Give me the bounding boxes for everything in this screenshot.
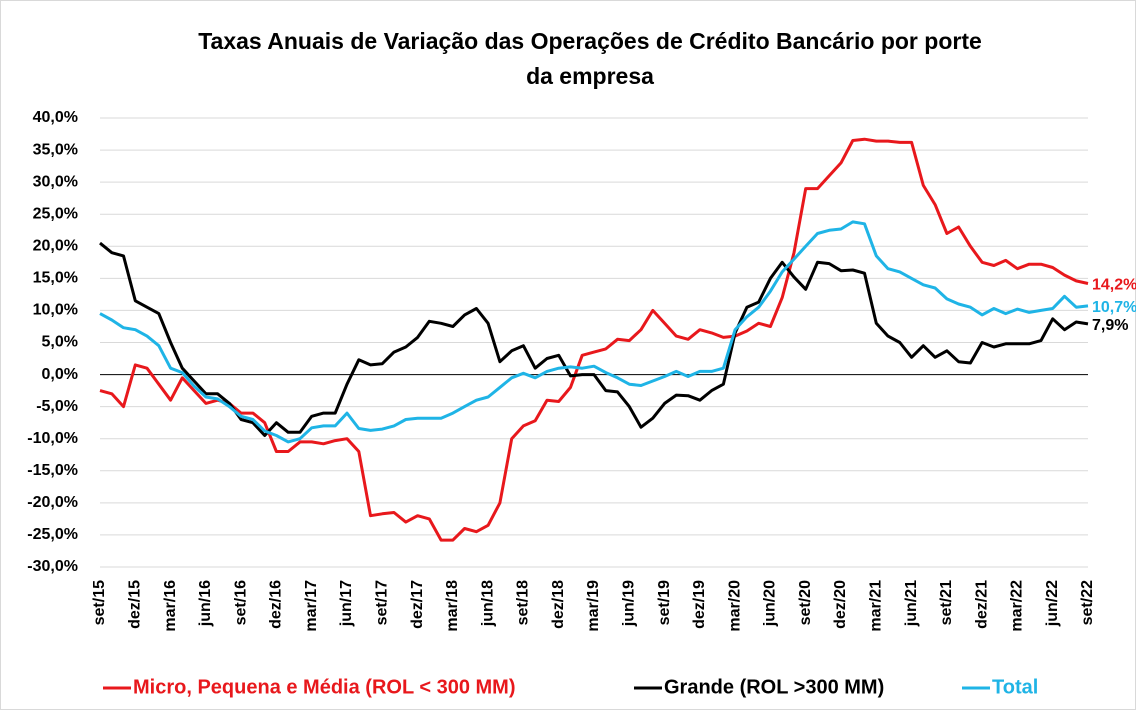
- x-tick-label: jun/20: [762, 580, 779, 627]
- x-tick-label: dez/16: [268, 580, 285, 629]
- y-tick-label: 35,0%: [33, 141, 78, 158]
- series-line: [99, 137, 1089, 542]
- series-line: [99, 220, 1089, 444]
- x-tick-label: mar/19: [585, 580, 602, 632]
- x-tick-label: mar/21: [868, 580, 885, 632]
- legend-label: Grande (ROL >300 MM): [664, 676, 884, 698]
- value-label: 10,7%: [1092, 299, 1136, 316]
- x-tick-label: dez/17: [409, 580, 426, 629]
- y-tick-label: 0,0%: [42, 366, 78, 383]
- legend-label: Total: [992, 676, 1038, 698]
- x-tick-label: mar/17: [303, 580, 320, 632]
- y-tick-label: -5,0%: [36, 398, 78, 415]
- x-tick-label: jun/18: [479, 580, 496, 627]
- x-tick-label: jun/17: [338, 580, 355, 627]
- y-tick-label: -25,0%: [27, 526, 78, 543]
- x-tick-label: mar/18: [444, 580, 461, 632]
- y-tick-label: 5,0%: [42, 334, 78, 351]
- y-tick-label: -10,0%: [27, 430, 78, 447]
- y-tick-label: -30,0%: [27, 558, 78, 575]
- y-tick-label: 25,0%: [33, 205, 78, 222]
- x-tick-label: dez/15: [127, 580, 144, 629]
- x-tick-label: set/15: [91, 580, 108, 625]
- y-tick-label: 10,0%: [33, 302, 78, 319]
- x-tick-label: dez/21: [973, 580, 990, 629]
- x-tick-label: jun/21: [903, 580, 920, 627]
- x-tick-label: mar/16: [162, 580, 179, 632]
- x-tick-label: jun/19: [621, 580, 638, 627]
- x-tick-label: set/16: [232, 580, 249, 625]
- x-tick-label: mar/22: [1009, 580, 1026, 632]
- x-tick-label: set/20: [797, 580, 814, 625]
- y-tick-label: 30,0%: [33, 173, 78, 190]
- y-tick-label: 20,0%: [33, 238, 78, 255]
- value-label: 14,2%: [1092, 277, 1136, 294]
- x-tick-label: dez/19: [691, 580, 708, 629]
- x-tick-label: jun/22: [1044, 580, 1061, 627]
- x-tick-label: dez/20: [832, 580, 849, 629]
- x-tick-label: set/21: [938, 580, 955, 625]
- x-tick-label: set/19: [656, 580, 673, 625]
- value-label: 7,9%: [1092, 317, 1128, 334]
- x-tick-label: set/22: [1079, 580, 1096, 625]
- chart-title: da empresa: [526, 63, 654, 89]
- chart-title: Taxas Anuais de Variação das Operações d…: [198, 28, 982, 54]
- x-tick-label: set/18: [515, 580, 532, 625]
- x-tick-label: dez/18: [550, 580, 567, 629]
- x-tick-label: jun/16: [197, 580, 214, 627]
- legend-label: Micro, Pequena e Média (ROL < 300 MM): [133, 676, 516, 698]
- y-tick-label: 15,0%: [33, 270, 78, 287]
- y-tick-label: 40,0%: [33, 109, 78, 126]
- x-tick-label: mar/20: [726, 580, 743, 632]
- y-tick-label: -20,0%: [27, 494, 78, 511]
- x-tick-label: set/17: [374, 580, 391, 625]
- y-tick-label: -15,0%: [27, 462, 78, 479]
- series-line: [99, 241, 1089, 437]
